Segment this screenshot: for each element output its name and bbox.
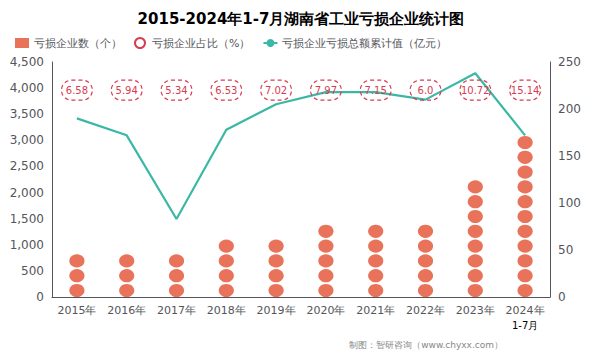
svg-text:7.97: 7.97 bbox=[315, 85, 337, 96]
svg-text:500: 500 bbox=[21, 264, 44, 278]
svg-text:1,500: 1,500 bbox=[10, 212, 44, 226]
svg-text:2,500: 2,500 bbox=[10, 159, 44, 173]
svg-text:2021年: 2021年 bbox=[356, 304, 395, 317]
svg-text:0: 0 bbox=[36, 290, 44, 304]
svg-text:2016年: 2016年 bbox=[107, 304, 146, 317]
svg-text:5.34: 5.34 bbox=[165, 85, 187, 96]
svg-text:6.53: 6.53 bbox=[215, 85, 237, 96]
svg-text:200: 200 bbox=[558, 102, 581, 116]
svg-text:2024年: 2024年 bbox=[506, 304, 545, 317]
svg-text:250: 250 bbox=[558, 55, 581, 69]
svg-text:3,500: 3,500 bbox=[10, 107, 44, 121]
svg-text:15.14: 15.14 bbox=[511, 85, 540, 96]
svg-text:制图：智研咨询（www.chyxx.com）: 制图：智研咨询（www.chyxx.com） bbox=[349, 340, 503, 350]
svg-text:2,000: 2,000 bbox=[10, 186, 44, 200]
svg-text:2020年: 2020年 bbox=[306, 304, 345, 317]
svg-text:7.02: 7.02 bbox=[265, 85, 287, 96]
svg-text:3,000: 3,000 bbox=[10, 133, 44, 147]
svg-text:0: 0 bbox=[558, 290, 566, 304]
svg-text:7.15: 7.15 bbox=[365, 85, 387, 96]
svg-text:6.58: 6.58 bbox=[66, 85, 88, 96]
svg-text:10.72: 10.72 bbox=[461, 85, 490, 96]
svg-text:6.0: 6.0 bbox=[418, 85, 434, 96]
svg-text:100: 100 bbox=[558, 196, 581, 210]
svg-text:2015年: 2015年 bbox=[57, 304, 96, 317]
svg-text:2023年: 2023年 bbox=[456, 304, 495, 317]
svg-text:2018年: 2018年 bbox=[207, 304, 246, 317]
svg-text:150: 150 bbox=[558, 149, 581, 163]
svg-text:2017年: 2017年 bbox=[157, 304, 196, 317]
svg-text:50: 50 bbox=[558, 243, 573, 257]
svg-text:2022年: 2022年 bbox=[406, 304, 445, 317]
svg-text:1,000: 1,000 bbox=[10, 238, 44, 252]
svg-text:5.94: 5.94 bbox=[116, 85, 138, 96]
svg-text:4,500: 4,500 bbox=[10, 55, 44, 69]
svg-text:1-7月: 1-7月 bbox=[512, 320, 538, 331]
svg-text:2019年: 2019年 bbox=[257, 304, 296, 317]
svg-text:亏损企业亏损总额累计值（亿元）: 亏损企业亏损总额累计值（亿元） bbox=[282, 37, 447, 50]
svg-text:亏损企业占比（%）: 亏损企业占比（%） bbox=[152, 37, 250, 50]
svg-text:2015-2024年1-7月湖南省工业亏损企业统计图: 2015-2024年1-7月湖南省工业亏损企业统计图 bbox=[138, 10, 465, 28]
svg-text:亏损企业数（个）: 亏损企业数（个） bbox=[34, 37, 122, 50]
svg-text:4,000: 4,000 bbox=[10, 81, 44, 95]
